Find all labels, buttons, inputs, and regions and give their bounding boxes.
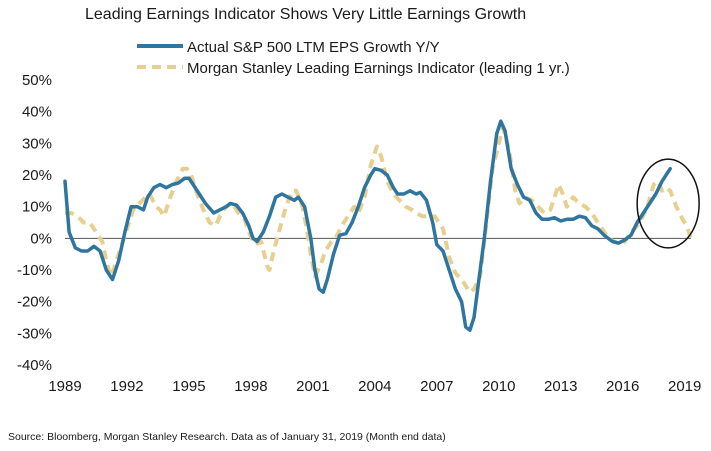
y-tick-label: 20% (22, 167, 52, 184)
y-tick-label: -10% (17, 262, 52, 279)
x-tick-label: 2016 (606, 378, 639, 395)
series-layer (63, 119, 693, 332)
legend-label-actual-eps-growth: Actual S&P 500 LTM EPS Growth Y/Y (187, 39, 440, 56)
x-tick-label: 2007 (420, 378, 453, 395)
y-tick-label: 30% (22, 135, 52, 152)
series-line-actual-eps-growth (63, 119, 672, 332)
y-tick-label: -40% (17, 357, 52, 374)
y-tick-label: 50% (22, 72, 52, 89)
x-tick-label: 2019 (668, 378, 701, 395)
x-tick-label: 1995 (172, 378, 205, 395)
series-line-leading-earnings-indicator (65, 125, 693, 295)
y-tick-label: 40% (22, 104, 52, 121)
chart-title: Leading Earnings Indicator Shows Very Li… (85, 6, 527, 23)
x-tick-label: 1992 (110, 378, 143, 395)
x-tick-label: 1989 (48, 378, 81, 395)
highlight-ellipse (636, 158, 700, 249)
legend-label-leading-earnings-indicator: Morgan Stanley Leading Earnings Indicato… (187, 60, 570, 77)
y-tick-label: -30% (17, 325, 52, 342)
y-axis-tick-labels: 50% 40% 30% 20% 10% 0% -10% -20% -30% -40% (17, 72, 52, 374)
y-tick-label: 10% (22, 199, 52, 216)
y-tick-label: 0% (30, 230, 52, 247)
source-note: Source: Bloomberg, Morgan Stanley Resear… (8, 431, 446, 443)
x-tick-label: 2004 (358, 378, 391, 395)
x-tick-label: 2013 (544, 378, 577, 395)
legend: Actual S&P 500 LTM EPS Growth Y/Y Morgan… (137, 39, 570, 77)
x-tick-label: 2001 (296, 378, 329, 395)
x-tick-label: 2010 (482, 378, 515, 395)
y-tick-label: -20% (17, 294, 52, 311)
x-axis-tick-labels: 1989 1992 1995 1998 2001 2004 2007 2010 2013 2016… (48, 378, 701, 395)
x-tick-label: 1998 (234, 378, 267, 395)
